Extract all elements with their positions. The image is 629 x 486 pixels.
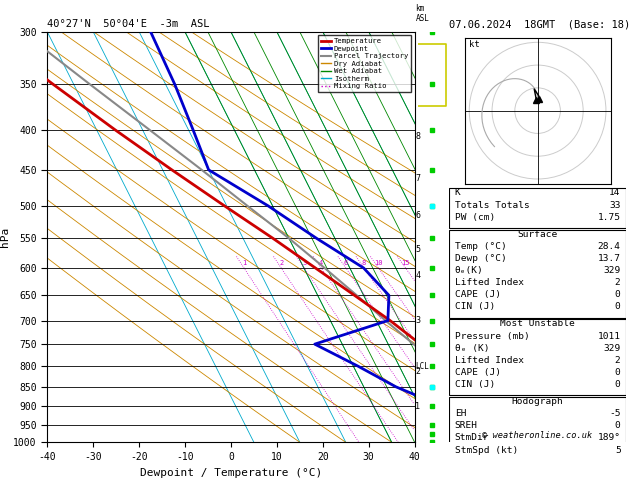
Text: Lifted Index: Lifted Index: [455, 278, 524, 287]
Text: 2: 2: [615, 278, 621, 287]
Text: 1011: 1011: [598, 331, 621, 341]
Text: 2: 2: [615, 356, 621, 365]
Text: 7: 7: [415, 174, 420, 183]
Text: 0: 0: [615, 302, 621, 312]
Text: -5: -5: [609, 409, 621, 418]
Text: SREH: SREH: [455, 421, 477, 430]
Text: StmDir: StmDir: [455, 434, 489, 442]
Text: 189°: 189°: [598, 434, 621, 442]
Text: StmSpd (kt): StmSpd (kt): [455, 446, 518, 454]
Text: 33: 33: [609, 201, 621, 209]
Text: 28.4: 28.4: [598, 242, 621, 251]
Text: Totals Totals: Totals Totals: [455, 201, 530, 209]
Text: Most Unstable: Most Unstable: [500, 319, 575, 329]
Text: 07.06.2024  18GMT  (Base: 18): 07.06.2024 18GMT (Base: 18): [449, 19, 629, 30]
Text: 40°27'N  50°04'E  -3m  ASL: 40°27'N 50°04'E -3m ASL: [47, 19, 209, 30]
Text: 6: 6: [343, 260, 348, 266]
Text: Surface: Surface: [518, 230, 558, 239]
Text: 0: 0: [615, 368, 621, 377]
Text: CIN (J): CIN (J): [455, 302, 495, 312]
Text: 0: 0: [615, 380, 621, 389]
Text: Temp (°C): Temp (°C): [455, 242, 506, 251]
Text: 329: 329: [603, 266, 621, 275]
Text: 4: 4: [319, 260, 323, 266]
Text: 329: 329: [603, 344, 621, 353]
Text: 0: 0: [615, 290, 621, 299]
Text: 1: 1: [242, 260, 246, 266]
X-axis label: Dewpoint / Temperature (°C): Dewpoint / Temperature (°C): [140, 468, 322, 478]
Text: 15: 15: [401, 260, 410, 266]
Text: 1.75: 1.75: [598, 213, 621, 222]
Text: K: K: [455, 189, 460, 197]
Text: 2: 2: [415, 367, 420, 376]
Text: Pressure (mb): Pressure (mb): [455, 331, 530, 341]
Bar: [449, 189, 626, 228]
Bar: [449, 397, 626, 461]
Text: CIN (J): CIN (J): [455, 380, 495, 389]
Text: 13.7: 13.7: [598, 254, 621, 263]
Text: PW (cm): PW (cm): [455, 213, 495, 222]
Text: 1: 1: [415, 402, 420, 411]
Text: km
ASL: km ASL: [415, 4, 429, 23]
Text: 14: 14: [609, 189, 621, 197]
Text: 2: 2: [279, 260, 283, 266]
Text: EH: EH: [455, 409, 466, 418]
Text: LCL: LCL: [415, 362, 429, 371]
Text: θₑ(K): θₑ(K): [455, 266, 484, 275]
Text: © weatheronline.co.uk: © weatheronline.co.uk: [482, 431, 593, 440]
Text: 5: 5: [415, 245, 420, 254]
Text: 3: 3: [302, 260, 306, 266]
Text: 10: 10: [374, 260, 382, 266]
Text: Lifted Index: Lifted Index: [455, 356, 524, 365]
Bar: [449, 230, 626, 318]
Text: θₑ (K): θₑ (K): [455, 344, 489, 353]
Text: Hodograph: Hodograph: [512, 397, 564, 406]
Text: 6: 6: [415, 211, 420, 220]
Text: Dewp (°C): Dewp (°C): [455, 254, 506, 263]
Text: 8: 8: [415, 132, 420, 141]
Legend: Temperature, Dewpoint, Parcel Trajectory, Dry Adiabat, Wet Adiabat, Isotherm, Mi: Temperature, Dewpoint, Parcel Trajectory…: [318, 35, 411, 92]
Text: 0: 0: [615, 421, 621, 430]
Text: CAPE (J): CAPE (J): [455, 368, 501, 377]
Y-axis label: hPa: hPa: [1, 227, 11, 247]
Text: 3: 3: [415, 316, 420, 325]
Text: 4: 4: [415, 271, 420, 280]
Bar: [449, 319, 626, 396]
Text: 8: 8: [362, 260, 366, 266]
Text: CAPE (J): CAPE (J): [455, 290, 501, 299]
Text: 5: 5: [615, 446, 621, 454]
